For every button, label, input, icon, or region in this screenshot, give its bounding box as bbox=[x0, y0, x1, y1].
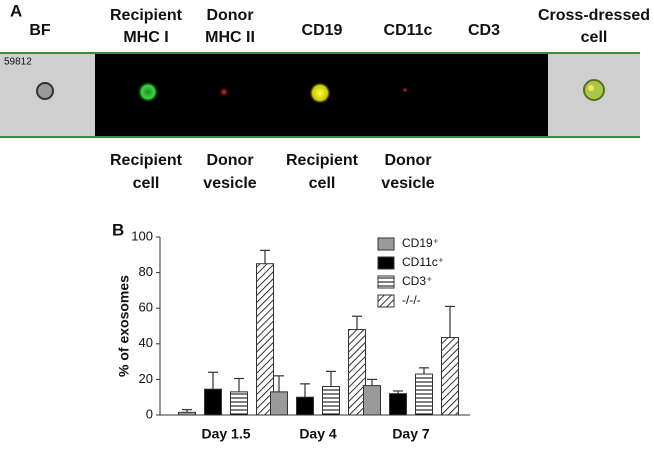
bar bbox=[178, 411, 196, 416]
channel-label: CD11c bbox=[384, 22, 433, 39]
annotation-label: Recipient bbox=[110, 152, 183, 169]
vesicle-image bbox=[401, 86, 409, 94]
x-tick-label: Day 7 bbox=[392, 426, 430, 442]
y-tick-label: 0 bbox=[146, 406, 153, 421]
image-strip: 59812 A bbox=[0, 1, 640, 138]
bar bbox=[348, 329, 366, 416]
bar bbox=[296, 396, 314, 416]
legend-label: CD19⁺ bbox=[402, 236, 439, 250]
annotation-label: Donor bbox=[206, 152, 253, 169]
channel-label: Cross-dressed bbox=[538, 7, 650, 24]
channel-label: BF bbox=[29, 22, 51, 39]
annotation-label: cell bbox=[133, 175, 160, 192]
y-axis-label: % of exosomes bbox=[116, 275, 132, 377]
channel-label: CD3 bbox=[468, 22, 500, 39]
bar bbox=[204, 388, 222, 416]
bar bbox=[363, 385, 381, 416]
bar bbox=[415, 373, 433, 416]
bar bbox=[322, 386, 340, 416]
vesicle-image bbox=[218, 86, 230, 98]
y-tick-label: 80 bbox=[139, 264, 153, 279]
y-tick-label: 100 bbox=[131, 228, 153, 243]
cell-image bbox=[137, 81, 159, 103]
annotation-label: vesicle bbox=[381, 175, 434, 192]
cell-image bbox=[36, 82, 54, 100]
channel-label: MHC I bbox=[123, 29, 168, 46]
legend-label: CD11c⁺ bbox=[402, 255, 444, 269]
x-tick-label: Day 4 bbox=[299, 426, 337, 442]
legend-label: -/-/- bbox=[402, 293, 421, 307]
channel-label: cell bbox=[581, 29, 608, 46]
y-tick-label: 40 bbox=[139, 335, 153, 350]
cell-image bbox=[583, 79, 605, 101]
cell-image bbox=[309, 82, 331, 104]
channel-label: Donor bbox=[206, 7, 253, 24]
annotation-label: vesicle bbox=[203, 175, 256, 192]
channel-label: MHC II bbox=[205, 29, 255, 46]
y-tick-label: 60 bbox=[139, 300, 153, 315]
panel-label: B bbox=[112, 220, 124, 239]
annotation-label: Donor bbox=[384, 152, 431, 169]
panel-label: A bbox=[10, 1, 22, 20]
channel-label: Recipient bbox=[110, 7, 183, 24]
bar bbox=[441, 337, 459, 416]
sample-id: 59812 bbox=[4, 57, 32, 68]
legend-swatch bbox=[377, 294, 395, 308]
legend-swatch bbox=[377, 275, 395, 289]
x-tick-label: Day 1.5 bbox=[201, 426, 250, 442]
legend-swatch bbox=[377, 237, 395, 251]
bar bbox=[256, 263, 274, 416]
channel-label: CD19 bbox=[302, 22, 343, 39]
bar bbox=[270, 391, 288, 416]
cell-image bbox=[588, 85, 594, 91]
bar bbox=[230, 391, 248, 416]
annotation-label: cell bbox=[309, 175, 336, 192]
bar bbox=[389, 393, 407, 416]
legend-swatch bbox=[377, 256, 395, 270]
annotation-label: Recipient bbox=[286, 152, 359, 169]
y-tick-label: 20 bbox=[139, 371, 153, 386]
legend-label: CD3⁺ bbox=[402, 274, 432, 288]
